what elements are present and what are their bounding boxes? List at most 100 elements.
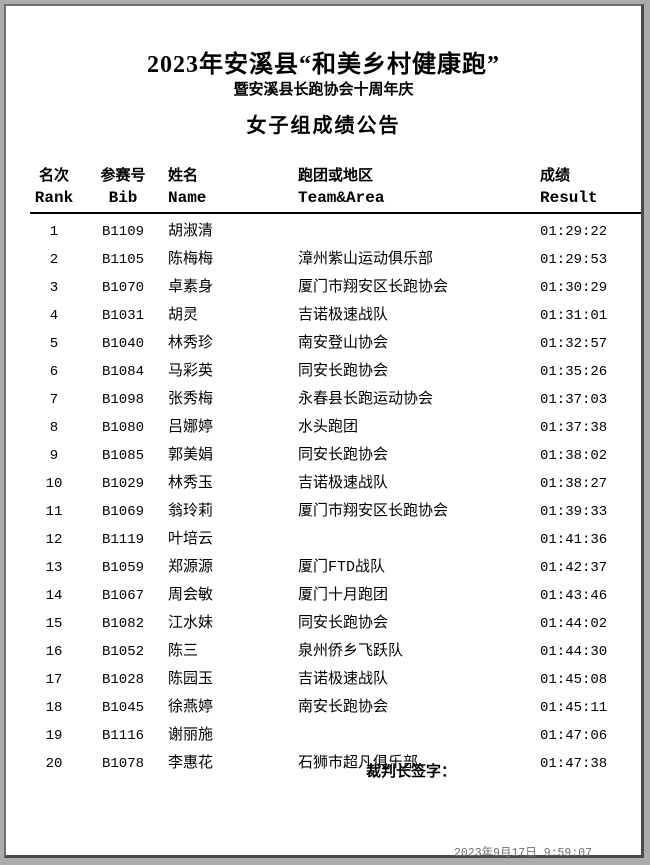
header-name-zh: 姓名 — [168, 168, 199, 185]
table-row: 17 B1028 陈园玉 吉诺极速战队 01:45:08 — [30, 666, 641, 694]
bib-cell: B1031 — [101, 308, 144, 324]
bib-cell: B1078 — [101, 756, 144, 772]
rank-cell: 12 — [45, 532, 63, 548]
rank-cell: 1 — [49, 224, 59, 240]
rank-cell: 10 — [45, 476, 63, 492]
rank-cell: 7 — [49, 392, 59, 408]
result-cell: 01:31:01 — [540, 308, 608, 324]
name-cell: 谢丽施 — [168, 727, 214, 744]
document-page: 2023年安溪县“和美乡村健康跑” 暨安溪县长跑协会十周年庆 女子组成绩公告 名… — [4, 4, 644, 860]
result-cell: 01:41:36 — [540, 532, 608, 548]
referee-signature-label: 裁判长签字： — [366, 764, 457, 781]
rank-cell: 11 — [45, 504, 63, 520]
name-cell: 张秀梅 — [168, 391, 214, 408]
team-cell: 南安登山协会 — [298, 335, 389, 352]
bib-cell: B1067 — [101, 588, 144, 604]
name-cell: 翁玲莉 — [168, 503, 214, 520]
table-row: 3 B1070 卓素身 厦门市翔安区长跑协会 01:30:29 — [30, 274, 641, 302]
team-cell: 漳州紫山运动俱乐部 — [298, 251, 434, 268]
bib-cell: B1105 — [101, 252, 144, 268]
team-cell: 厦门市翔安区长跑协会 — [298, 279, 449, 296]
result-cell: 01:47:06 — [540, 728, 608, 744]
name-cell: 胡淑清 — [168, 223, 214, 240]
result-cell: 01:38:02 — [540, 448, 608, 464]
event-subtitle: 暨安溪县长跑协会十周年庆 — [233, 82, 414, 98]
header-bib-en: Bib — [108, 189, 138, 207]
bib-cell: B1069 — [101, 504, 144, 520]
table-row: 19 B1116 谢丽施 01:47:06 — [30, 722, 641, 750]
table-row: 20 B1078 李惠花 石狮市超凡俱乐部 01:47:38 — [30, 750, 641, 778]
rank-cell: 5 — [49, 336, 59, 352]
result-cell: 01:45:08 — [540, 672, 608, 688]
header-rank-en: Rank — [34, 189, 74, 207]
rank-cell: 16 — [45, 644, 63, 660]
bib-cell: B1045 — [101, 700, 144, 716]
result-cell: 01:42:37 — [540, 560, 608, 576]
table-row: 15 B1082 江水妹 同安长跑协会 01:44:02 — [30, 610, 641, 638]
group-results-title: 女子组成绩公告 — [246, 115, 401, 137]
bib-cell: B1084 — [101, 364, 144, 380]
rank-cell: 17 — [45, 672, 63, 688]
rank-cell: 15 — [45, 616, 63, 632]
name-cell: 李惠花 — [168, 755, 214, 772]
team-cell: 吉诺极速战队 — [298, 475, 389, 492]
team-cell — [298, 526, 540, 554]
header-result-zh: 成绩 — [540, 168, 571, 185]
header-bib-zh: 参赛号 — [100, 168, 146, 185]
bib-cell: B1116 — [101, 728, 144, 744]
header-team-en: Team&Area — [298, 189, 385, 207]
result-cell: 01:37:38 — [540, 420, 608, 436]
bib-cell: B1070 — [101, 280, 144, 296]
rank-cell: 8 — [49, 420, 59, 436]
result-cell: 01:29:53 — [540, 252, 608, 268]
team-cell: 同安长跑协会 — [298, 615, 389, 632]
rank-cell: 18 — [45, 700, 63, 716]
name-cell: 陈三 — [168, 643, 199, 660]
title-block: 2023年安溪县“和美乡村健康跑” 暨安溪县长跑协会十周年庆 女子组成绩公告 — [6, 50, 641, 138]
results-table-header: 名次 参赛号 姓名 跑团或地区 成绩 Rank Bib Name Team&Ar… — [30, 166, 641, 214]
results-table-body: 1 B1109 胡淑清 01:29:22 2 B1105 陈梅梅 漳州紫山运动俱乐部 01:29… — [30, 218, 641, 778]
name-cell: 郑源源 — [168, 559, 214, 576]
rank-cell: 19 — [45, 728, 63, 744]
rank-cell: 4 — [49, 308, 59, 324]
header-row-english: Rank Bib Name Team&Area Result — [30, 187, 641, 209]
table-row: 4 B1031 胡灵 吉诺极速战队 01:31:01 — [30, 302, 641, 330]
bib-cell: B1109 — [101, 224, 144, 240]
table-row: 2 B1105 陈梅梅 漳州紫山运动俱乐部 01:29:53 — [30, 246, 641, 274]
results-table: 名次 参赛号 姓名 跑团或地区 成绩 Rank Bib Name Team&Ar… — [30, 166, 641, 778]
table-row: 6 B1084 马彩英 同安长跑协会 01:35:26 — [30, 358, 641, 386]
result-cell: 01:37:03 — [540, 392, 608, 408]
table-row: 11 B1069 翁玲莉 厦门市翔安区长跑协会 01:39:33 — [30, 498, 641, 526]
result-cell: 01:38:27 — [540, 476, 608, 492]
team-cell — [298, 218, 540, 246]
name-cell: 胡灵 — [168, 307, 199, 324]
print-timestamp: 2023年9月17日 9:59:07 — [454, 847, 593, 860]
result-cell: 01:30:29 — [540, 280, 608, 296]
table-row: 13 B1059 郑源源 厦门FTD战队 01:42:37 — [30, 554, 641, 582]
rank-cell: 9 — [49, 448, 59, 464]
name-cell: 马彩英 — [168, 363, 214, 380]
event-title: 2023年安溪县“和美乡村健康跑” — [147, 52, 500, 78]
name-cell: 陈园玉 — [168, 671, 214, 688]
bib-cell: B1052 — [101, 644, 144, 660]
result-cell: 01:32:57 — [540, 336, 608, 352]
bib-cell: B1028 — [101, 672, 144, 688]
bib-cell: B1040 — [101, 336, 144, 352]
table-row: 5 B1040 林秀珍 南安登山协会 01:32:57 — [30, 330, 641, 358]
table-row: 7 B1098 张秀梅 永春县长跑运动协会 01:37:03 — [30, 386, 641, 414]
name-cell: 江水妹 — [168, 615, 214, 632]
result-cell: 01:47:38 — [540, 756, 608, 772]
table-row: 12 B1119 叶培云 01:41:36 — [30, 526, 641, 554]
rank-cell: 6 — [49, 364, 59, 380]
team-cell — [298, 722, 540, 750]
team-cell: 石狮市超凡俱乐部 — [298, 755, 419, 772]
team-cell: 厦门FTD战队 — [298, 559, 386, 576]
table-row: 1 B1109 胡淑清 01:29:22 — [30, 218, 641, 246]
team-cell: 吉诺极速战队 — [298, 307, 389, 324]
team-cell: 厦门十月跑团 — [298, 587, 389, 604]
name-cell: 叶培云 — [168, 531, 214, 548]
table-row: 8 B1080 吕娜婷 水头跑团 01:37:38 — [30, 414, 641, 442]
result-cell: 01:35:26 — [540, 364, 608, 380]
result-cell: 01:45:11 — [540, 700, 608, 716]
bib-cell: B1098 — [101, 392, 144, 408]
